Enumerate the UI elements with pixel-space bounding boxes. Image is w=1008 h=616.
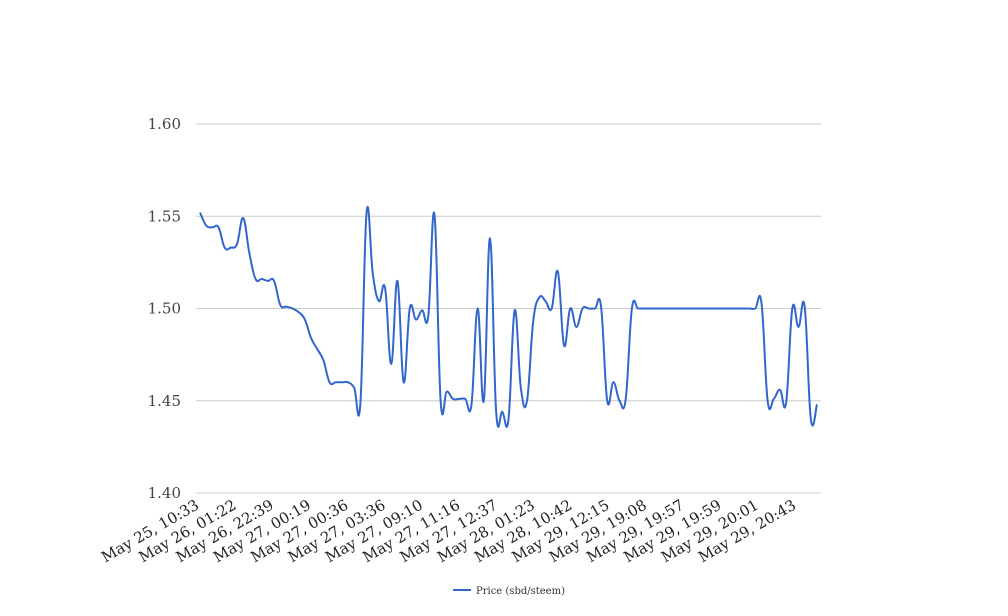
legend: Price (sbd/steem) — [453, 586, 565, 597]
series-line — [199, 205, 818, 428]
y-tick-label: 1.45 — [148, 392, 181, 410]
y-tick-label: 1.55 — [148, 207, 181, 225]
y-tick-label: 1.40 — [148, 484, 181, 502]
series-lines — [199, 205, 818, 428]
legend-label: Price (sbd/steem) — [476, 586, 565, 597]
gridlines — [196, 123, 821, 494]
y-tick-label: 1.60 — [148, 115, 181, 133]
y-tick-label: 1.50 — [148, 300, 181, 318]
y-axis-ticks: 1.40 1.45 1.50 1.55 1.60 — [148, 115, 181, 502]
